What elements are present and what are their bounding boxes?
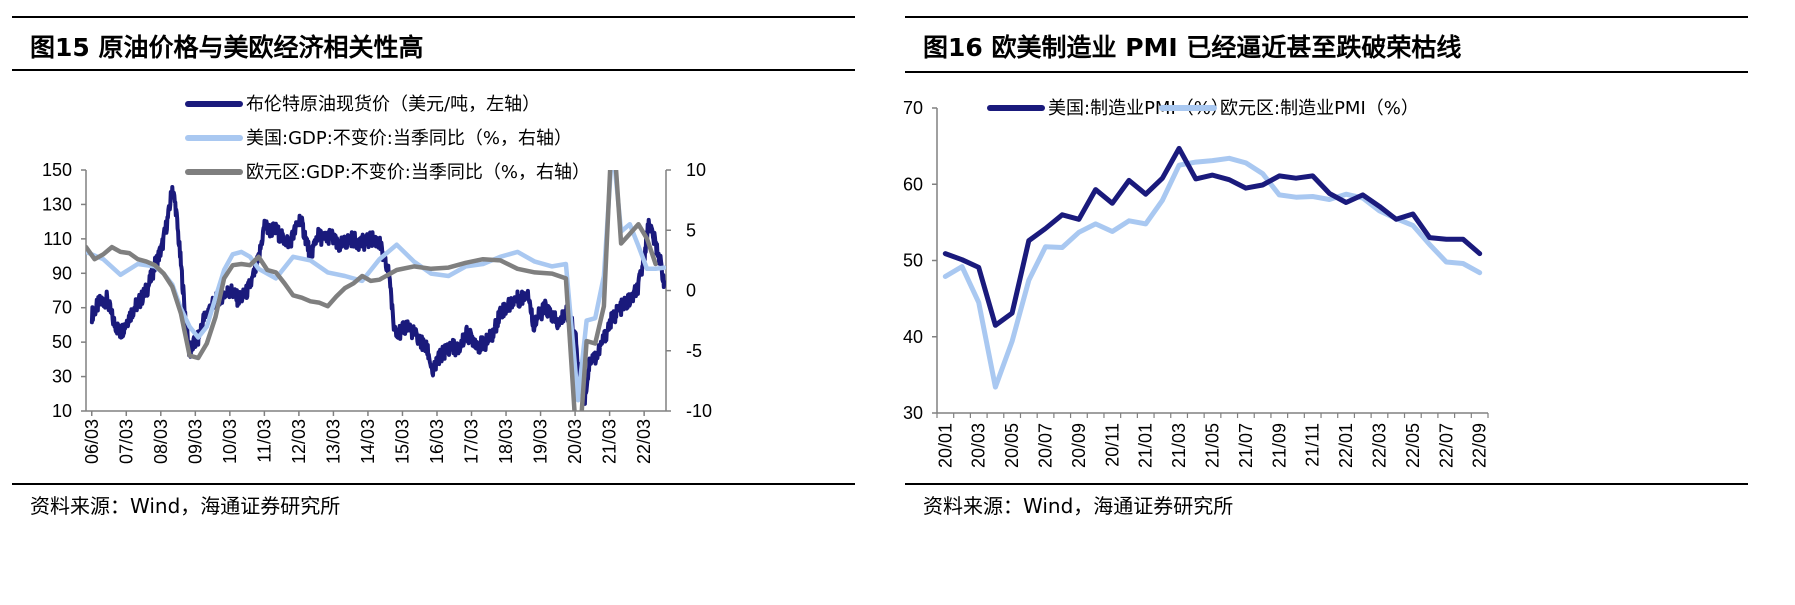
x-tick-label: 07/03	[116, 419, 136, 464]
x-tick-label: 10/03	[220, 419, 240, 464]
x-tick-label: 19/03	[531, 419, 551, 464]
x-tick-label: 17/03	[462, 419, 482, 464]
euro-pmi-line	[942, 155, 1483, 390]
x-tick-label: 21/11	[1303, 423, 1323, 467]
x-tick-label: 21/09	[1269, 423, 1289, 468]
left-y-tick-label: 70	[52, 298, 72, 318]
legend-label: 布伦特原油现货价（美元/吨，左轴）	[246, 94, 540, 115]
source-note: 资料来源：Wind，海通证券研究所	[30, 494, 341, 518]
x-tick-label: 22/07	[1436, 423, 1456, 468]
left-y-tick-label: 110	[43, 229, 72, 249]
bottom-rule	[905, 483, 1748, 485]
right-y-tick-label: -10	[686, 401, 712, 421]
legend-label: 美国:GDP:不变价:当季同比（%，右轴）	[246, 128, 572, 149]
legend-label: 欧元区:制造业PMI（%）	[1220, 98, 1419, 119]
x-tick-label: 16/03	[427, 419, 447, 464]
legend-us-pmi: 美国:制造业PMI（%）	[987, 98, 1229, 119]
legend-label: 美国:制造业PMI（%）	[1048, 98, 1229, 119]
title-rule	[12, 69, 855, 71]
x-tick-label: 11/03	[254, 419, 274, 463]
x-tick-label: 18/03	[496, 419, 516, 464]
legend-euro-pmi: 欧元区:制造业PMI（%）	[1159, 98, 1419, 119]
x-tick-label: 12/03	[289, 419, 309, 464]
legend-euro-gdp: 欧元区:GDP:不变价:当季同比（%，右轴）	[185, 162, 590, 183]
figure-16-title: 图16 欧美制造业 PMI 已经逼近甚至跌破荣枯线	[923, 33, 1462, 62]
left-y-tick-label: 150	[42, 160, 72, 180]
left-y-tick-label: 90	[52, 263, 72, 283]
top-rule	[12, 16, 855, 18]
euro-gdp-line	[86, 170, 658, 411]
legend-brent: 布伦特原油现货价（美元/吨，左轴）	[185, 94, 540, 115]
x-tick-label: 21/07	[1236, 423, 1256, 468]
x-tick-label: 08/03	[151, 419, 171, 464]
x-tick-label: 20/05	[1002, 423, 1022, 468]
x-tick-label: 14/03	[358, 419, 378, 464]
left-y-tick-label: 10	[52, 401, 72, 421]
us-gdp-line	[86, 170, 666, 403]
y-tick-label: 40	[903, 327, 923, 347]
x-tick-label: 13/03	[323, 419, 343, 464]
x-tick-label: 20/07	[1036, 423, 1056, 468]
title-rule	[905, 71, 1748, 73]
x-tick-label: 22/03	[634, 419, 654, 464]
y-tick-label: 30	[903, 403, 923, 423]
right-y-tick-label: 0	[686, 281, 696, 301]
top-rule	[905, 16, 1748, 18]
plot-area	[86, 170, 666, 411]
x-tick-label: 20/03	[969, 423, 989, 468]
x-tick-label: 06/03	[82, 419, 102, 464]
x-tick-label: 20/09	[1069, 423, 1089, 468]
y-tick-label: 70	[903, 98, 923, 118]
legend-label: 欧元区:GDP:不变价:当季同比（%，右轴）	[246, 162, 590, 183]
x-tick-label: 22/05	[1403, 423, 1423, 468]
left-y-tick-label: 130	[42, 194, 72, 214]
x-tick-label: 21/05	[1203, 423, 1223, 468]
pmi-chart: 70 60 50 40 30 20/01 20/03 20/05 20/07 20/09 20/11…	[903, 98, 1490, 468]
x-tick-label: 15/03	[392, 419, 412, 464]
x-tick-label: 09/03	[185, 419, 205, 464]
us-pmi-line	[942, 145, 1483, 328]
right-y-tick-label: 5	[686, 220, 696, 240]
x-tick-label: 20/03	[565, 419, 585, 464]
x-tick-label: 21/01	[1136, 423, 1156, 468]
left-y-tick-label: 50	[52, 332, 72, 352]
left-figure-panel: 图15 原油价格与美欧经济相关性高 150 130 110 90 70 50 30 10 10 5…	[0, 0, 890, 605]
legend-us-gdp: 美国:GDP:不变价:当季同比（%，右轴）	[185, 128, 572, 149]
x-tick-label: 20/11	[1102, 423, 1122, 467]
x-tick-label: 22/01	[1336, 423, 1356, 468]
figure-15-title: 图15 原油价格与美欧经济相关性高	[30, 33, 424, 62]
source-note: 资料来源：Wind，海通证券研究所	[923, 494, 1234, 518]
y-tick-label: 50	[903, 251, 923, 271]
x-tick-label: 22/09	[1470, 423, 1490, 468]
x-tick-label: 21/03	[1169, 423, 1189, 468]
x-tick-label: 21/03	[600, 419, 620, 464]
x-tick-label: 20/01	[935, 423, 955, 468]
right-figure-panel: 图16 欧美制造业 PMI 已经逼近甚至跌破荣枯线 70 60 50 40 30 20/0…	[903, 0, 1795, 605]
y-tick-label: 60	[903, 174, 923, 194]
right-y-tick-label: -5	[686, 341, 702, 361]
x-tick-label: 22/03	[1369, 423, 1389, 468]
right-y-tick-label: 10	[686, 160, 706, 180]
left-y-tick-label: 30	[52, 367, 72, 387]
bottom-rule	[12, 483, 855, 485]
